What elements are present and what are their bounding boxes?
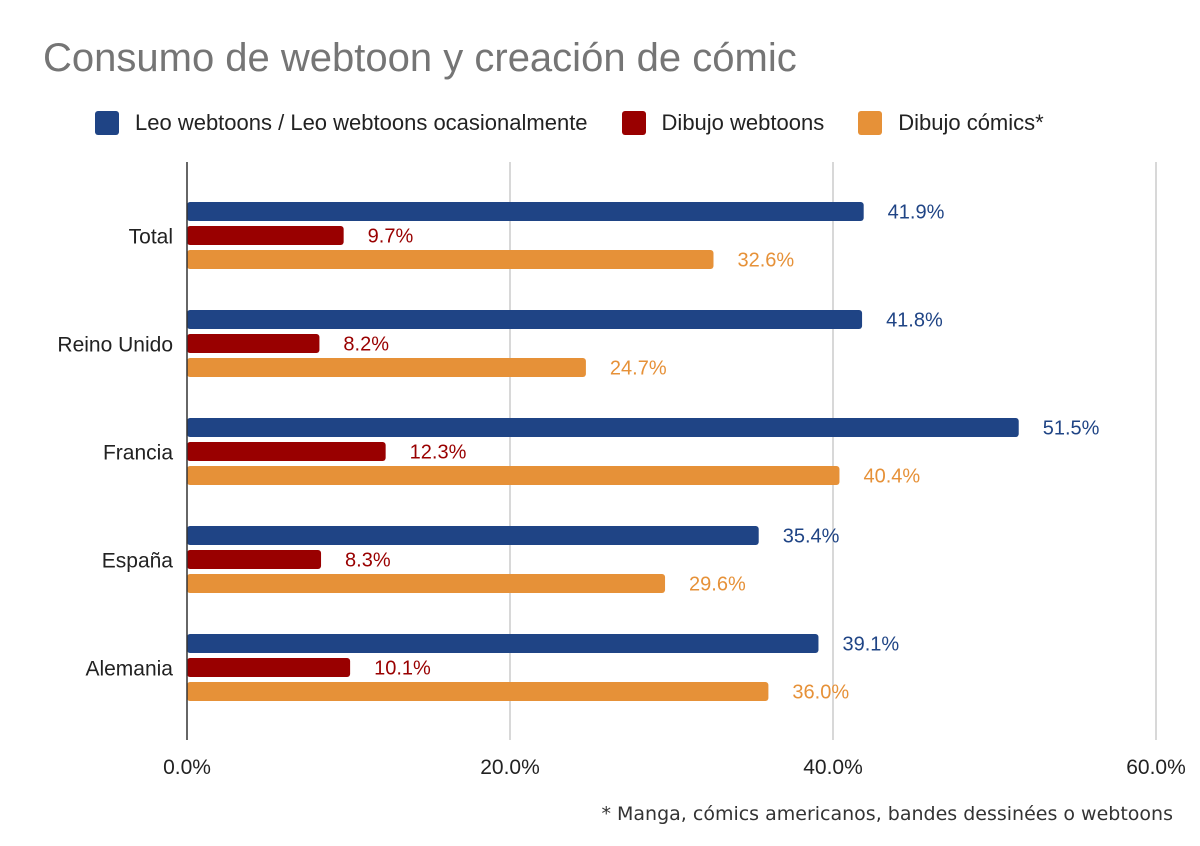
bar	[187, 418, 1019, 437]
data-label: 32.6%	[737, 250, 794, 272]
data-label: 41.8%	[886, 310, 943, 332]
legend-label-dibujo-webtoons: Dibujo webtoons	[661, 110, 825, 135]
data-label: 39.1%	[842, 634, 899, 656]
legend-swatch-dibujo-webtoons	[621, 111, 646, 135]
bar	[187, 442, 386, 461]
bar	[187, 250, 714, 269]
bar	[187, 682, 769, 701]
data-label: 41.9%	[888, 202, 945, 224]
bar	[187, 634, 819, 653]
x-tick-label: 40.0%	[803, 756, 863, 779]
data-label: 51.5%	[1043, 418, 1100, 440]
bar	[187, 358, 586, 377]
bar	[187, 310, 863, 329]
legend-label-dibujo-comics: Dibujo cómics*	[898, 110, 1044, 135]
bar	[187, 526, 759, 545]
category-label: Total	[129, 226, 173, 249]
category-label: Francia	[103, 442, 173, 465]
data-label: 8.2%	[343, 334, 389, 356]
data-label: 40.4%	[863, 466, 920, 488]
x-tick-label: 60.0%	[1126, 756, 1186, 779]
bar	[187, 334, 320, 353]
data-label: 29.6%	[689, 574, 746, 596]
bar	[187, 202, 864, 221]
data-label: 35.4%	[783, 526, 840, 548]
bar	[187, 550, 322, 569]
legend-item-leo-webtoons: Leo webtoons / Leo webtoons ocasionalmen…	[95, 110, 588, 136]
legend-label-leo-webtoons: Leo webtoons / Leo webtoons ocasionalmen…	[135, 110, 588, 135]
chart-title: Consumo de webtoon y creación de cómic	[43, 36, 797, 80]
data-label: 9.7%	[368, 226, 414, 248]
legend-swatch-dibujo-comics	[858, 111, 883, 135]
bar	[187, 658, 351, 677]
category-label: Reino Unido	[57, 334, 173, 357]
category-label: España	[102, 550, 174, 573]
chart-footnote: * Manga, cómics americanos, bandes dessi…	[601, 803, 1173, 825]
data-label: 8.3%	[345, 550, 391, 572]
legend-item-dibujo-webtoons: Dibujo webtoons	[621, 110, 825, 136]
chart-legend: Leo webtoons / Leo webtoons ocasionalmen…	[95, 108, 1078, 138]
bar	[187, 226, 344, 245]
data-label: 24.7%	[610, 358, 667, 380]
bar	[187, 574, 666, 593]
data-label: 12.3%	[410, 442, 467, 464]
bar	[187, 466, 840, 485]
x-tick-label: 0.0%	[163, 756, 211, 779]
legend-item-dibujo-comics: Dibujo cómics*	[858, 110, 1044, 136]
legend-swatch-leo-webtoons	[95, 111, 119, 135]
data-label: 36.0%	[792, 682, 849, 704]
x-tick-label: 20.0%	[480, 756, 540, 779]
category-label: Alemania	[85, 658, 173, 681]
data-label: 10.1%	[374, 658, 431, 680]
